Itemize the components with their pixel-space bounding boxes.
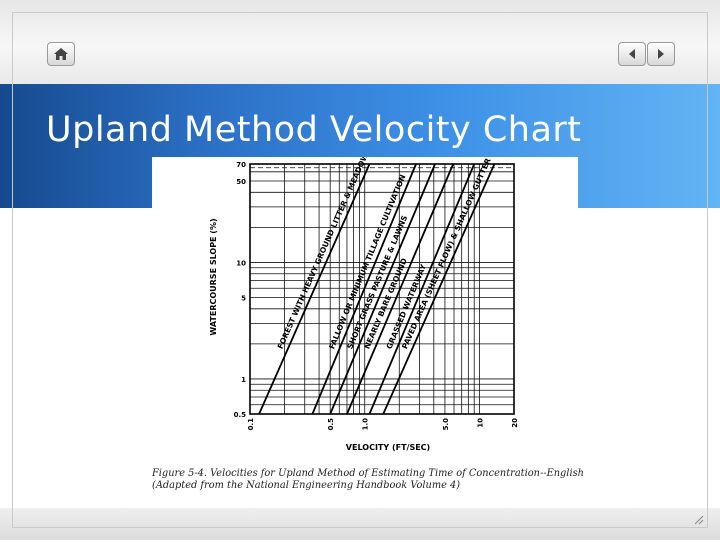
figure-caption: Figure 5-4. Velocities for Upland Method… (152, 468, 584, 492)
caption-line-1: Figure 5-4. Velocities for Upland Method… (152, 468, 584, 479)
home-icon (54, 48, 68, 60)
y-axis-label: WATERCOURSE SLOPE (%) (209, 218, 218, 335)
y-tick-label: 70 (236, 161, 246, 169)
triangle-left-icon (629, 49, 635, 59)
next-slide-button[interactable] (647, 42, 675, 66)
home-button[interactable] (47, 42, 75, 66)
chart-figure: FOREST WITH HEAVY GROUND LITTER & MEADOW… (152, 131, 584, 494)
series-line (329, 163, 436, 415)
previous-slide-button[interactable] (618, 42, 646, 66)
x-tick-label: 0.5 (327, 418, 335, 431)
y-tick-label: 50 (236, 178, 246, 186)
plot-border (249, 163, 515, 415)
x-tick-label: 0.1 (247, 418, 255, 431)
caption-line-2: (Adapted from the National Engineering H… (152, 480, 461, 491)
series-line (258, 163, 371, 415)
x-tick-label: 20 (511, 418, 519, 428)
slide-title: Upland Method Velocity Chart (46, 110, 582, 150)
triangle-right-icon (658, 49, 664, 59)
slide-navigation (618, 42, 676, 66)
y-tick-label: 1 (241, 376, 246, 384)
series-line (368, 163, 476, 415)
resize-grip-icon (694, 515, 704, 525)
y-tick-label: 0.5 (234, 411, 247, 419)
series-line (382, 163, 496, 415)
series-line (311, 163, 417, 415)
top-bar (0, 0, 720, 84)
x-axis-label: VELOCITY (FT/SEC) (346, 443, 430, 452)
chart-svg: FOREST WITH HEAVY GROUND LITTER & MEADOW… (209, 131, 519, 452)
series-line (346, 163, 455, 415)
x-tick-label: 1.0 (362, 418, 370, 431)
x-tick-label: 5.0 (442, 418, 450, 431)
x-tick-label: 10 (476, 418, 484, 428)
bottom-bar (0, 508, 720, 540)
y-tick-label: 10 (236, 259, 246, 267)
y-tick-label: 5 (241, 295, 246, 303)
